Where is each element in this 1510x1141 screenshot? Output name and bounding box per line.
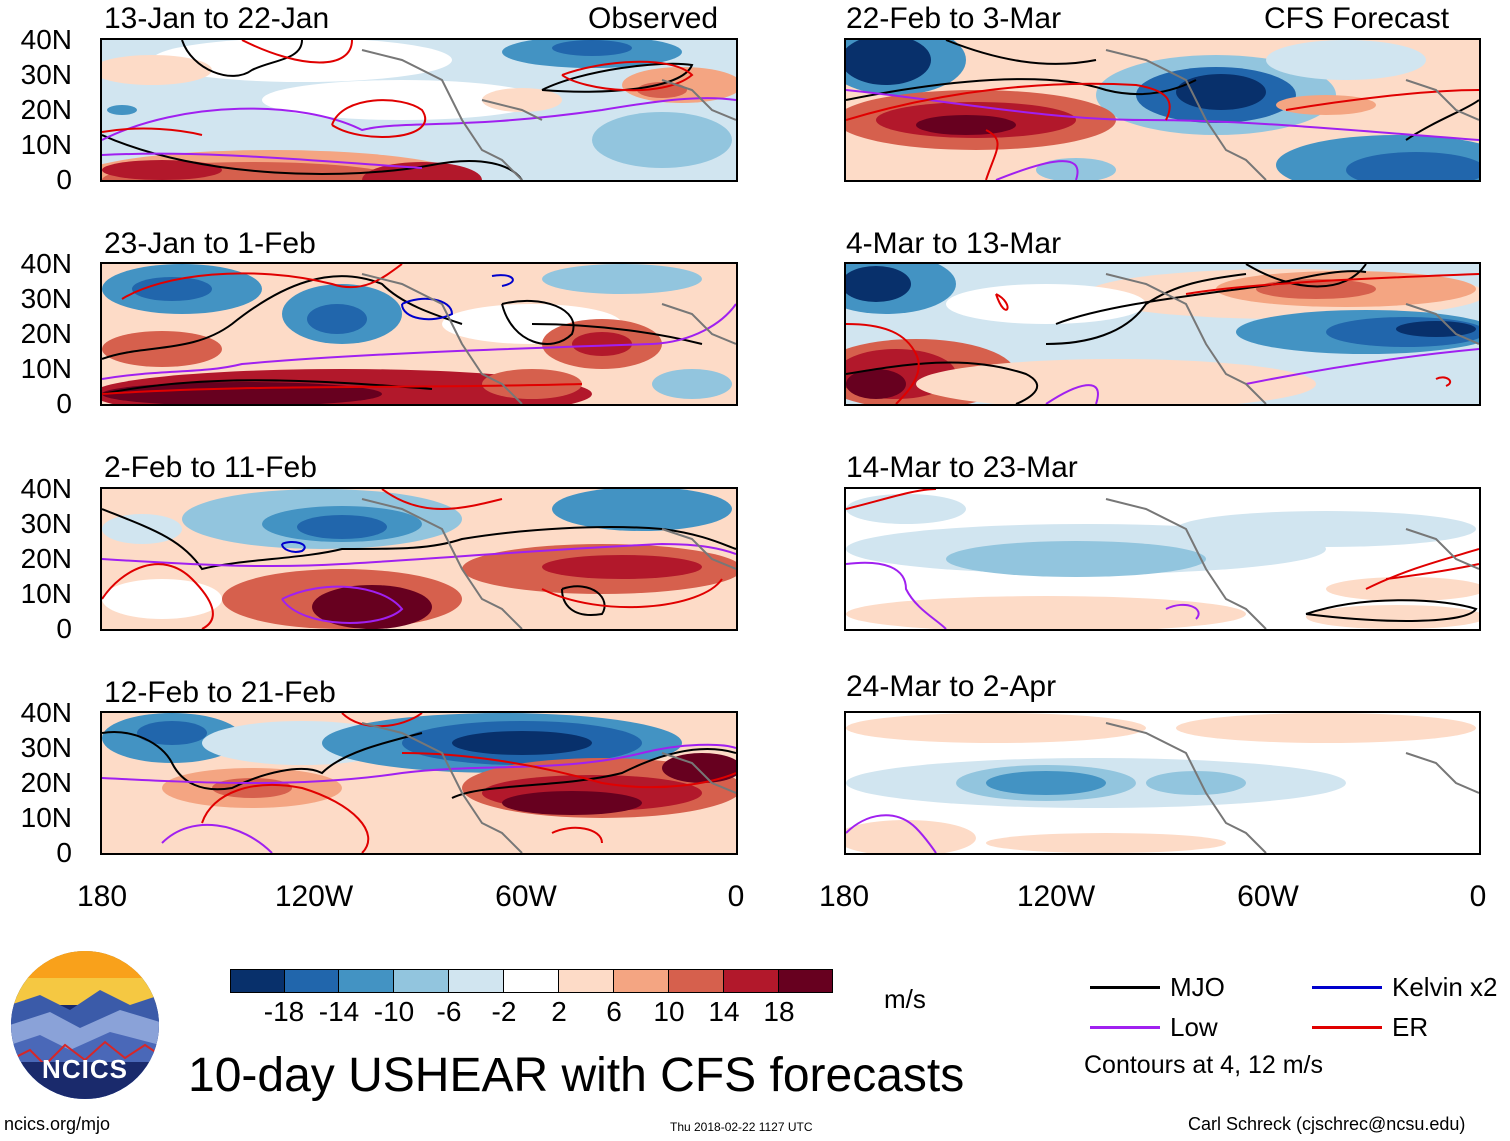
colorbar-bin bbox=[284, 969, 339, 993]
shear-field bbox=[102, 489, 736, 629]
lon-label: 0 bbox=[727, 880, 745, 913]
lat-label: 10N bbox=[20, 129, 72, 160]
shear-field bbox=[102, 713, 736, 853]
legend-label-mjo: MJO bbox=[1170, 972, 1225, 1002]
colorbar-bin bbox=[778, 969, 833, 993]
colorbar-bin bbox=[230, 969, 285, 993]
forecast-header: CFS Forecast bbox=[1264, 2, 1450, 35]
lon-label: 120W bbox=[274, 880, 354, 913]
colorbar-bin bbox=[448, 969, 504, 993]
map-panel-right-3 bbox=[844, 487, 1481, 631]
map-panel-left-4 bbox=[100, 711, 738, 855]
colorbar-bin bbox=[558, 969, 614, 993]
legend-label-kelvin: Kelvin x2 bbox=[1392, 972, 1498, 1002]
map-panel-right-4 bbox=[844, 711, 1481, 855]
shear-field bbox=[102, 40, 736, 180]
map-panel-left-2 bbox=[100, 262, 738, 406]
colorbar-tick: -6 bbox=[436, 996, 462, 1027]
lon-label: 60W bbox=[495, 880, 557, 913]
lat-label: 0 bbox=[56, 388, 72, 419]
lat-label: 40N bbox=[20, 473, 72, 504]
colorbar-tick: -10 bbox=[373, 996, 415, 1027]
observed-header: Observed bbox=[588, 2, 719, 35]
map-panel-left-3 bbox=[100, 487, 738, 631]
lat-label: 10N bbox=[20, 578, 72, 609]
panel-title-left-2: 23-Jan to 1-Feb bbox=[104, 227, 316, 260]
lat-label: 10N bbox=[20, 802, 72, 833]
colorbar-tick: 18 bbox=[763, 996, 795, 1027]
legend-line-er bbox=[1312, 1026, 1382, 1029]
lat-label: 0 bbox=[56, 613, 72, 644]
panel-title-right-2: 4-Mar to 13-Mar bbox=[846, 227, 1062, 260]
lat-label: 20N bbox=[20, 94, 72, 125]
panel-title-right-3: 14-Mar to 23-Mar bbox=[846, 451, 1078, 484]
colorbar-bin bbox=[613, 969, 669, 993]
lat-label: 40N bbox=[20, 248, 72, 279]
shear-field bbox=[846, 40, 1479, 180]
author-credit: Carl Schreck (cjschrec@ncsu.edu) bbox=[1188, 1114, 1466, 1134]
lat-label: 30N bbox=[20, 283, 72, 314]
legend-line-kelvin bbox=[1312, 986, 1382, 989]
figure-title: 10-day USHEAR with CFS forecasts bbox=[188, 1049, 965, 1102]
legend-label-er: ER bbox=[1392, 1012, 1429, 1042]
colorbar-tick: 2 bbox=[551, 996, 567, 1027]
lat-label: 40N bbox=[20, 697, 72, 728]
legend-label-low: Low bbox=[1170, 1012, 1218, 1042]
lon-label: 180 bbox=[818, 880, 870, 913]
lat-label: 30N bbox=[20, 508, 72, 539]
colorbar-tick: 6 bbox=[606, 996, 622, 1027]
lat-label: 0 bbox=[56, 837, 72, 868]
lon-label: 60W bbox=[1237, 880, 1299, 913]
colorbar-units: m/s bbox=[884, 984, 926, 1014]
shear-field bbox=[846, 489, 1479, 629]
ncics-logo[interactable]: NCICS bbox=[10, 950, 160, 1100]
logo-text: NCICS bbox=[42, 1054, 128, 1084]
colorbar-bin bbox=[723, 969, 779, 993]
map-panel-left-1 bbox=[100, 38, 738, 182]
colorbar-tick: -14 bbox=[318, 996, 360, 1027]
panel-title-left-1: 13-Jan to 22-Jan bbox=[104, 2, 330, 35]
colorbar-bin bbox=[393, 969, 449, 993]
panel-title-left-3: 2-Feb to 11-Feb bbox=[104, 451, 317, 484]
colorbar-tick: -18 bbox=[263, 996, 305, 1027]
map-panel-right-1 bbox=[844, 38, 1481, 182]
legend-line-low bbox=[1090, 1026, 1160, 1029]
lat-label: 20N bbox=[20, 543, 72, 574]
timestamp: Thu 2018-02-22 1127 UTC bbox=[670, 1120, 813, 1134]
colorbar-tick: 10 bbox=[653, 996, 685, 1027]
colorbar-bin bbox=[338, 969, 394, 993]
panel-title-right-4: 24-Mar to 2-Apr bbox=[846, 670, 1057, 703]
lon-label: 180 bbox=[76, 880, 128, 913]
lat-label: 10N bbox=[20, 353, 72, 384]
legend-note: Contours at 4, 12 m/s bbox=[1084, 1051, 1324, 1079]
lat-label: 30N bbox=[20, 59, 72, 90]
shear-field bbox=[846, 264, 1479, 404]
source-url[interactable]: ncics.org/mjo bbox=[4, 1114, 111, 1134]
lat-label: 0 bbox=[56, 164, 72, 195]
logo-graphic bbox=[11, 951, 159, 1099]
colorbar-bin bbox=[503, 969, 559, 993]
lat-label: 20N bbox=[20, 767, 72, 798]
colorbar-tick: -2 bbox=[491, 996, 517, 1027]
colorbar-bin bbox=[668, 969, 724, 993]
panel-title-left-4: 12-Feb to 21-Feb bbox=[104, 676, 336, 709]
shear-field bbox=[102, 264, 736, 404]
lat-label: 20N bbox=[20, 318, 72, 349]
map-panel-right-2 bbox=[844, 262, 1481, 406]
lat-label: 40N bbox=[20, 24, 72, 55]
lon-label: 120W bbox=[1016, 880, 1096, 913]
lon-label: 0 bbox=[1469, 880, 1487, 913]
panel-title-right-1: 22-Feb to 3-Mar bbox=[846, 2, 1062, 35]
shear-field bbox=[846, 713, 1479, 853]
legend-line-mjo bbox=[1090, 986, 1160, 989]
lat-label: 30N bbox=[20, 732, 72, 763]
colorbar-tick: 14 bbox=[708, 996, 740, 1027]
